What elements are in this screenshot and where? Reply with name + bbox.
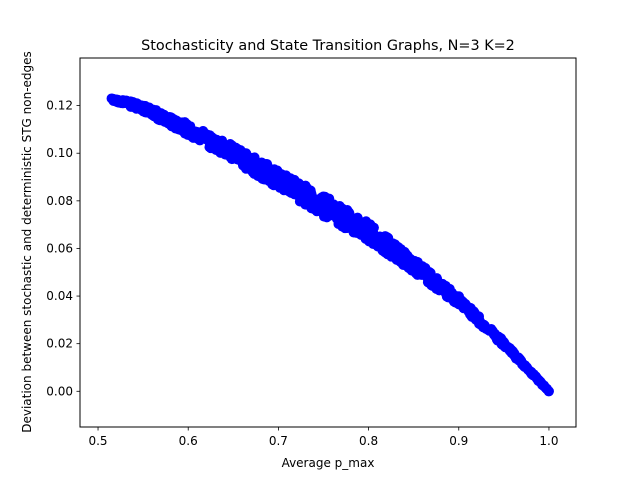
data-point: [164, 112, 175, 123]
data-point: [390, 239, 401, 250]
data-point: [415, 268, 426, 279]
x-tick-label: 0.8: [359, 434, 378, 448]
y-tick-label: 0.06: [46, 241, 73, 255]
data-point: [380, 231, 391, 242]
y-tick-label: 0.04: [46, 289, 73, 303]
data-point: [267, 179, 278, 190]
data-point: [231, 146, 242, 157]
data-point: [505, 344, 516, 355]
data-point: [364, 223, 375, 234]
data-point: [424, 267, 435, 277]
plot-frame: [79, 57, 577, 428]
x-axis: 0.5 0.6 0.7 0.8 0.9 1.0: [88, 427, 558, 448]
y-tick-label: 0.08: [46, 194, 73, 208]
x-tick-label: 1.0: [539, 434, 558, 448]
data-point: [474, 315, 485, 326]
data-point: [364, 236, 375, 247]
data-points: [106, 93, 554, 397]
data-point: [302, 195, 313, 206]
data-point: [256, 157, 267, 168]
y-tick-label: 0.12: [46, 99, 73, 113]
data-point: [521, 362, 532, 373]
data-point: [172, 116, 183, 127]
data-point: [344, 207, 354, 218]
data-point: [543, 386, 554, 397]
data-point: [239, 150, 250, 161]
y-tick-label: 0.02: [46, 337, 73, 351]
data-point: [204, 137, 215, 148]
data-point: [534, 375, 545, 386]
data-point: [391, 254, 402, 265]
data-point: [218, 140, 229, 151]
data-point: [493, 331, 504, 342]
data-point: [139, 103, 150, 114]
data-point: [402, 250, 413, 261]
data-point: [272, 165, 283, 176]
data-point: [463, 306, 474, 317]
y-tick-label: 0.10: [46, 146, 73, 160]
data-point: [291, 179, 302, 190]
data-point: [182, 122, 193, 133]
data-point: [349, 217, 360, 228]
data-point: [314, 202, 325, 213]
data-point: [374, 240, 385, 251]
data-point: [432, 282, 443, 293]
x-tick-label: 0.7: [269, 434, 288, 448]
y-tick-label: 0.00: [46, 384, 73, 398]
data-point: [338, 215, 349, 226]
data-point: [156, 113, 167, 124]
data-point: [441, 291, 452, 302]
x-tick-label: 0.6: [179, 434, 198, 448]
data-point: [106, 93, 117, 104]
data-point: [192, 131, 203, 142]
data-point: [453, 299, 464, 310]
y-axis-label: Deviation between stochastic and determi…: [20, 51, 34, 433]
data-point: [513, 352, 524, 363]
data-point: [127, 96, 138, 107]
y-axis: 0.00 0.02 0.04 0.06 0.08 0.10 0.12: [46, 99, 80, 398]
x-tick-label: 0.5: [88, 434, 107, 448]
data-point: [302, 183, 313, 194]
data-point: [115, 97, 126, 108]
data-point: [295, 190, 306, 201]
data-point: [241, 161, 252, 172]
chart-title: Stochasticity and State Transition Graph…: [141, 38, 515, 54]
x-axis-label: Average p_max: [282, 456, 375, 470]
data-point: [484, 325, 495, 336]
data-point: [320, 193, 331, 204]
data-point: [353, 227, 364, 238]
x-tick-label: 0.9: [449, 434, 468, 448]
